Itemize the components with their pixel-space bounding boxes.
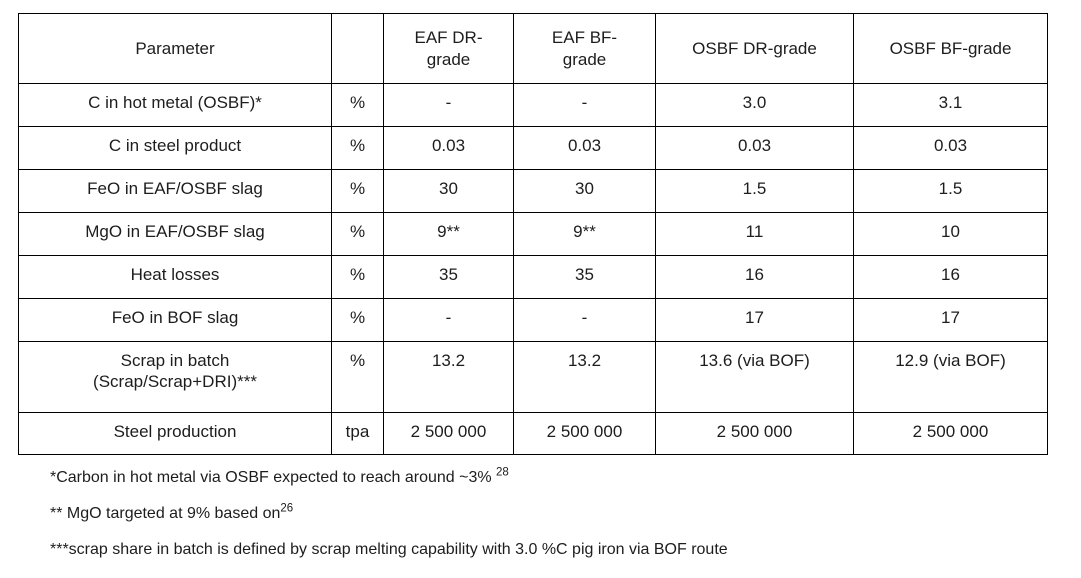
value-cell: 9** bbox=[513, 212, 656, 256]
table-row: C in hot metal (OSBF)*% - -3.0 3.1 bbox=[18, 83, 1048, 127]
value-cell: 30 bbox=[383, 169, 514, 213]
table-body: C in hot metal (OSBF)*% - -3.0 3.1 C in stee… bbox=[18, 83, 1048, 455]
table-row: FeO in BOF slag% - -17 17 bbox=[18, 298, 1048, 342]
value-cell: 35 bbox=[383, 255, 514, 299]
value-cell: 3.0 bbox=[655, 83, 854, 127]
value-cell: 0.03 bbox=[513, 126, 656, 170]
footnote-text: ** MgO targeted at 9% based on bbox=[50, 505, 281, 523]
table-row: Steel production tpa 2 500 000 2 500 000 2 5… bbox=[18, 412, 1048, 455]
table-row: Scrap in batch (Scrap/Scrap+DRI)***% 13.2… bbox=[18, 341, 1048, 413]
footnote-carbon: *Carbon in hot metal via OSBF expected t… bbox=[50, 466, 1081, 487]
value-cell: 13.2 bbox=[383, 341, 514, 413]
value-cell: 12.9 (via BOF) bbox=[853, 341, 1048, 413]
footnote-scrap: ***scrap share in batch is defined by sc… bbox=[50, 540, 1081, 559]
value-cell: 35 bbox=[513, 255, 656, 299]
value-cell: 2 500 000 bbox=[383, 412, 514, 455]
citation-superscript: 28 bbox=[496, 466, 509, 479]
value-cell: 1.5 bbox=[655, 169, 854, 213]
parameter-cell: FeO in EAF/OSBF slag bbox=[18, 169, 332, 213]
header-cell-osbf-bf-grade: OSBF BF-grade bbox=[853, 13, 1048, 84]
parameter-cell: FeO in BOF slag bbox=[18, 298, 332, 342]
value-cell: 17 bbox=[853, 298, 1048, 342]
unit-cell: % bbox=[331, 83, 384, 127]
table-row: MgO in EAF/OSBF slag% 9** 9** 11 10 bbox=[18, 212, 1048, 256]
header-cell-osbf-dr-grade: OSBF DR-grade bbox=[655, 13, 854, 84]
value-cell: 16 bbox=[655, 255, 854, 299]
parameter-cell: Steel production bbox=[18, 412, 332, 455]
value-cell: 3.1 bbox=[853, 83, 1048, 127]
value-cell: 0.03 bbox=[655, 126, 854, 170]
unit-cell: % bbox=[331, 255, 384, 299]
value-cell: - bbox=[513, 298, 656, 342]
value-cell: 17 bbox=[655, 298, 854, 342]
parameter-cell: Scrap in batch (Scrap/Scrap+DRI)*** bbox=[18, 341, 332, 413]
value-cell: 2 500 000 bbox=[513, 412, 656, 455]
value-cell: 11 bbox=[655, 212, 854, 256]
value-cell: 0.03 bbox=[853, 126, 1048, 170]
unit-cell: % bbox=[331, 126, 384, 170]
value-cell: 10 bbox=[853, 212, 1048, 256]
value-cell: - bbox=[383, 298, 514, 342]
value-cell: - bbox=[383, 83, 514, 127]
table-row: C in steel product% 0.03 0.03 0.03 0.03 bbox=[18, 126, 1048, 170]
footnote-text: ***scrap share in batch is defined by sc… bbox=[50, 541, 728, 559]
header-row: Parameter EAF DR- grade EAF BF- grade OS… bbox=[18, 13, 1048, 84]
value-cell: 2 500 000 bbox=[853, 412, 1048, 455]
value-cell: 13.6 (via BOF) bbox=[655, 341, 854, 413]
value-cell: 16 bbox=[853, 255, 1048, 299]
parameter-cell: C in steel product bbox=[18, 126, 332, 170]
value-cell: 9** bbox=[383, 212, 514, 256]
footnote-text: *Carbon in hot metal via OSBF expected t… bbox=[50, 469, 497, 486]
table-row: FeO in EAF/OSBF slag% 30 30 1.5 1.5 bbox=[18, 169, 1048, 213]
header-cell-unit bbox=[331, 13, 384, 84]
unit-cell: tpa bbox=[331, 412, 384, 455]
unit-cell: % bbox=[331, 212, 384, 256]
unit-cell: % bbox=[331, 169, 384, 213]
table-row: Heat losses% 35 35 16 16 bbox=[18, 255, 1048, 299]
citation-superscript: 26 bbox=[280, 502, 294, 515]
value-cell: 0.03 bbox=[383, 126, 514, 170]
value-cell: 13.2 bbox=[513, 341, 656, 413]
header-cell-eaf-dr-grade: EAF DR- grade bbox=[383, 13, 514, 84]
value-cell: - bbox=[513, 83, 656, 127]
value-cell: 1.5 bbox=[853, 169, 1048, 213]
unit-cell: % bbox=[331, 341, 384, 413]
value-cell: 2 500 000 bbox=[655, 412, 854, 455]
footnote-mgo: ** MgO targeted at 9% based on26 bbox=[50, 502, 1081, 523]
page: Parameter EAF DR- grade EAF BF- grade OS… bbox=[0, 13, 1081, 578]
value-cell: 30 bbox=[513, 169, 656, 213]
unit-cell: % bbox=[331, 298, 384, 342]
parameter-cell: MgO in EAF/OSBF slag bbox=[18, 212, 332, 256]
parameters-table: Parameter EAF DR- grade EAF BF- grade OS… bbox=[18, 13, 1048, 455]
header-cell-eaf-bf-grade: EAF BF- grade bbox=[513, 13, 656, 84]
header-cell-parameter: Parameter bbox=[18, 13, 332, 84]
parameter-cell: Heat losses bbox=[18, 255, 332, 299]
footnotes: *Carbon in hot metal via OSBF expected t… bbox=[50, 466, 1081, 560]
parameter-cell: C in hot metal (OSBF)* bbox=[18, 83, 332, 127]
